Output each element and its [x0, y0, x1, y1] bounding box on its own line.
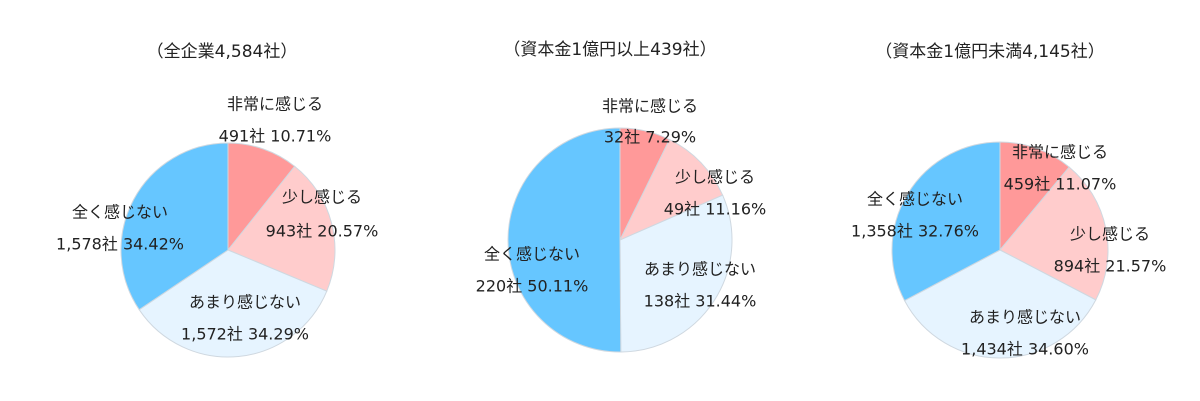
pie-slice — [120, 142, 229, 311]
slice-category-label: 非常に感じる — [227, 95, 323, 114]
slice-value-label: 32社 7.29% — [604, 128, 696, 147]
slice-category-label: あまり感じない — [644, 260, 756, 279]
slice-value-label: 491社 10.71% — [219, 127, 332, 146]
slice-value-label: 1,572社 34.29% — [181, 325, 309, 344]
slice-value-label: 459社 11.07% — [1004, 175, 1117, 194]
slice-category-label: 非常に感じる — [1012, 143, 1108, 162]
pie-slice — [903, 249, 1097, 359]
pie-slice — [227, 142, 296, 252]
slice-category-label: 非常に感じる — [602, 97, 698, 116]
pie-slice — [999, 141, 1070, 252]
slice-value-label: 894社 21.57% — [1054, 257, 1167, 276]
slice-value-label: 1,578社 34.42% — [56, 235, 184, 254]
pie-slice — [227, 165, 336, 292]
slice-category-label: 全く感じない — [72, 203, 168, 222]
slice-value-label: 1,434社 34.60% — [961, 340, 1089, 359]
pie-slice — [138, 249, 328, 358]
slice-category-label: 全く感じない — [484, 245, 580, 264]
pie-slice — [619, 194, 733, 353]
chart-title: （全企業4,584社） — [147, 42, 298, 62]
pie-slice — [618, 138, 724, 242]
slice-value-label: 220社 50.11% — [476, 277, 589, 296]
slice-value-label: 49社 11.16% — [664, 200, 766, 219]
slice-value-label: 138社 31.44% — [644, 292, 757, 311]
slice-category-label: あまり感じない — [189, 293, 301, 312]
slice-value-label: 1,358社 32.76% — [851, 222, 979, 241]
slice-category-label: あまり感じない — [969, 308, 1081, 327]
slice-category-label: 少し感じる — [282, 188, 362, 207]
pie-slice — [999, 166, 1109, 301]
chart-title: （資本金1億円未満4,145社） — [875, 42, 1104, 62]
slice-category-label: 全く感じない — [867, 190, 963, 209]
slice-category-label: 少し感じる — [1070, 225, 1150, 244]
slice-value-label: 943社 20.57% — [266, 222, 379, 241]
pie-slice — [507, 127, 622, 353]
chart-title: （資本金1億円以上439社） — [503, 40, 716, 60]
pie-slice — [891, 141, 1001, 302]
slice-category-label: 少し感じる — [675, 168, 755, 187]
